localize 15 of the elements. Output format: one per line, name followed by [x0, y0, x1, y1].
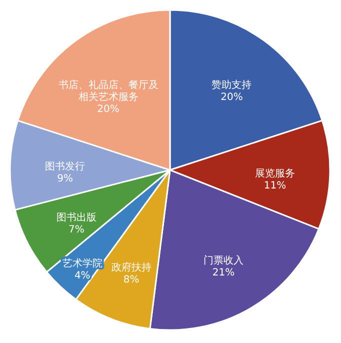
- slice-label: 门票收入: [203, 254, 244, 266]
- data-label: 7%: [68, 224, 84, 236]
- data-label: 11%: [264, 180, 286, 192]
- data-label: 21%: [212, 267, 235, 278]
- data-label: 9%: [57, 174, 73, 185]
- slice-label: 展览服务: [254, 167, 295, 180]
- data-label: 20%: [220, 92, 243, 104]
- slice-label: 政府扶持: [111, 262, 152, 274]
- slice-label: 图书发行: [45, 160, 86, 173]
- data-label: 20%: [97, 104, 120, 116]
- data-label: 4%: [74, 270, 90, 282]
- data-label: 8%: [123, 274, 140, 286]
- slice-label: 图书出版: [56, 212, 96, 224]
- slice-label: 书店、礼品店、餐厅及相关艺术服务: [58, 79, 158, 104]
- slice-label: 赞助支持: [212, 79, 252, 92]
